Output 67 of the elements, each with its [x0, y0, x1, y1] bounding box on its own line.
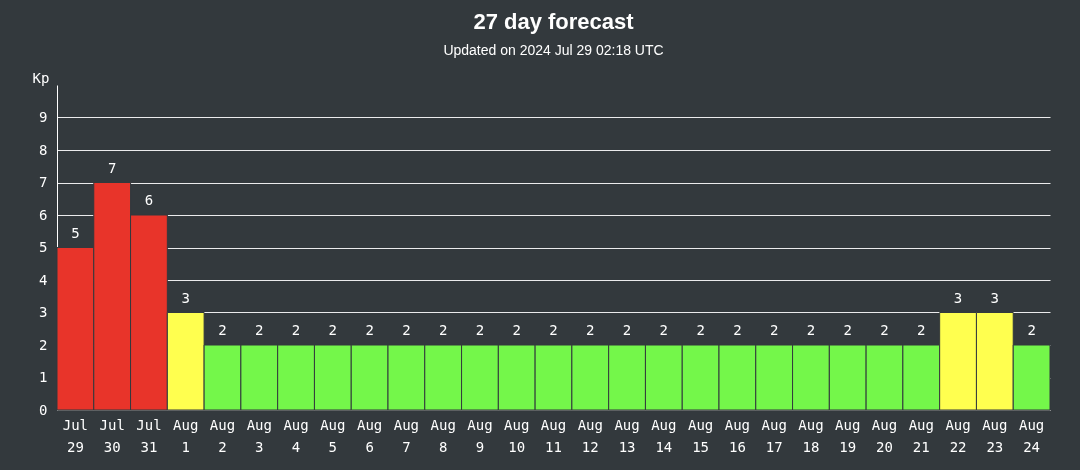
y-tick-label: 0 [39, 401, 48, 418]
x-tick-label: Aug 7 [393, 416, 420, 455]
x-tick-label: Aug 17 [761, 416, 787, 455]
y-tick-label: 2 [39, 336, 48, 353]
data-label: 3 [990, 289, 1000, 306]
x-tick-label: Aug 23 [982, 416, 1008, 455]
x-tick-label: Aug 18 [798, 416, 824, 455]
data-label: 2 [549, 322, 558, 338]
chart-subtitle: Updated on 2024 Jul 29 02:18 UTC [443, 42, 664, 58]
data-label: 2 [917, 322, 926, 338]
data-label: 2 [512, 322, 521, 338]
data-label: 2 [291, 322, 301, 338]
data-label: 7 [107, 159, 117, 176]
x-tick-label: Aug 8 [430, 416, 456, 455]
x-tick-label: Aug 22 [945, 416, 971, 455]
data-label: 2 [218, 322, 227, 338]
data-label: 2 [843, 322, 852, 338]
x-tick-label: Aug 12 [577, 416, 603, 455]
x-tick-label: Jul 30 [99, 416, 125, 455]
data-label: 6 [144, 192, 154, 208]
x-tick-label: Aug 14 [651, 416, 677, 455]
x-tick-label: Aug 1 [173, 416, 199, 455]
x-tick-label: Aug 24 [1018, 416, 1045, 455]
data-label: 2 [402, 322, 411, 338]
x-tick-label: Jul 31 [136, 416, 162, 455]
x-tick-label: Aug 11 [540, 416, 567, 455]
y-tick-label: 3 [39, 304, 48, 320]
y-tick-label: 5 [39, 239, 48, 255]
data-label: 2 [806, 322, 816, 338]
y-tick-label: 9 [39, 109, 48, 125]
x-tick-label: Aug 3 [246, 416, 272, 455]
data-label: 2 [475, 322, 485, 338]
y-axis-title: Kp [32, 69, 50, 86]
data-label: 3 [953, 289, 963, 306]
data-label: 2 [696, 322, 705, 338]
data-label: 2 [769, 322, 779, 338]
data-label: 3 [181, 289, 190, 306]
x-tick-label: Aug 2 [209, 416, 236, 455]
x-tick-label: Aug 16 [724, 416, 751, 455]
x-tick-label: Aug 15 [687, 416, 714, 455]
y-tick-label: 4 [39, 271, 48, 288]
y-tick-label: 8 [39, 141, 48, 158]
data-label: 2 [733, 322, 742, 338]
x-tick-label: Aug 13 [614, 416, 640, 455]
x-tick-label: Aug 10 [504, 416, 530, 455]
x-tick-label: Aug 20 [871, 416, 898, 455]
data-label: 2 [880, 322, 889, 338]
data-label: 2 [622, 322, 632, 338]
y-tick-label: 1 [39, 369, 48, 385]
data-label: 2 [328, 322, 338, 338]
chart-title: 27 day forecast [473, 9, 635, 34]
data-label: 2 [586, 322, 595, 338]
x-tick-label: Aug 9 [467, 416, 493, 455]
x-tick-label: Aug 19 [835, 416, 861, 455]
y-tick-label: 7 [39, 174, 48, 190]
x-tick-label: Aug 5 [320, 416, 346, 455]
x-tick-label: Aug 6 [356, 416, 383, 455]
x-tick-label: Aug 4 [283, 416, 309, 455]
data-label: 5 [71, 224, 80, 241]
y-tick-label: 6 [39, 206, 48, 223]
data-label: 2 [1027, 322, 1036, 338]
data-label: 2 [438, 322, 448, 338]
data-label: 2 [365, 322, 374, 338]
x-tick-label: Aug 21 [908, 416, 934, 455]
data-label: 2 [255, 322, 264, 338]
x-tick-label: Jul 29 [62, 416, 89, 455]
data-label: 2 [659, 322, 669, 338]
